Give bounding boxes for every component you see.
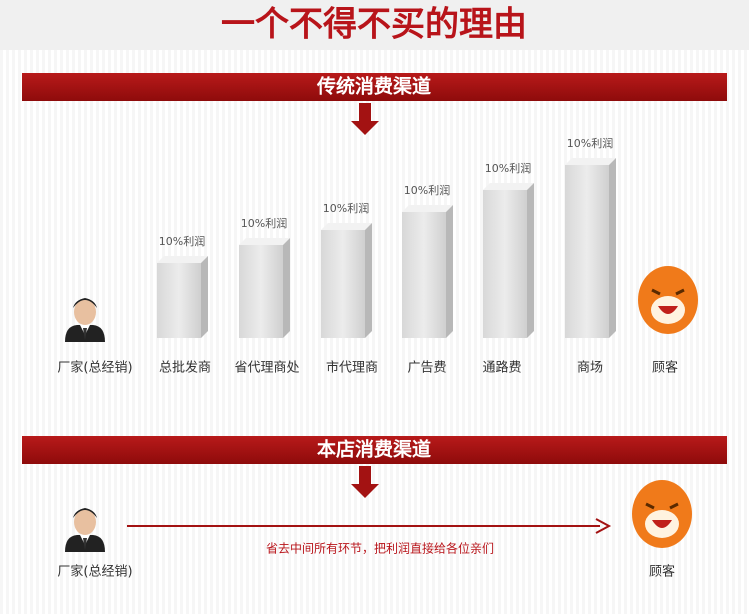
bar: [565, 165, 609, 338]
section-heading: 本店消费渠道: [317, 438, 431, 461]
title: 一个不得不买的理由: [221, 5, 527, 45]
bar: [239, 245, 283, 338]
bar: [157, 263, 201, 338]
bar: [321, 230, 365, 338]
end-label: 顾客: [652, 360, 678, 376]
bar-side: [365, 223, 372, 338]
bar: [483, 190, 527, 338]
end-label: 顾客: [649, 564, 675, 580]
step-label: 商场: [577, 361, 603, 376]
bar-side: [609, 158, 616, 338]
section-heading: 传统消费渠道: [316, 75, 431, 98]
message: 省去中间所有环节，把利润直接给各位亲们: [266, 541, 494, 556]
bar-top: [157, 256, 208, 263]
bar-side: [527, 183, 534, 338]
step-note: 10%利润: [404, 183, 450, 197]
step-note: 10%利润: [567, 136, 613, 150]
bar-top: [565, 158, 616, 165]
step-label: 市代理商: [326, 360, 378, 376]
bar-side: [446, 205, 453, 338]
step-note: 10%利润: [241, 216, 287, 230]
bar-top: [483, 183, 534, 190]
step-note: 10%利润: [159, 234, 205, 248]
step-label: 通路费: [482, 360, 521, 376]
bar-top: [321, 223, 372, 230]
step-note: 10%利润: [323, 201, 369, 215]
bar-side: [201, 256, 208, 338]
start-label: 厂家(总经销): [57, 564, 132, 580]
step-label: 省代理商处: [234, 361, 299, 376]
bar-side: [283, 238, 290, 338]
start-label: 厂家(总经销): [57, 360, 132, 376]
step-note: 10%利润: [485, 161, 531, 175]
bar: [402, 212, 446, 338]
step-label: 总批发商: [159, 360, 211, 376]
step-label: 广告费: [407, 361, 446, 376]
bar-top: [239, 238, 290, 245]
bar-top: [402, 205, 453, 212]
